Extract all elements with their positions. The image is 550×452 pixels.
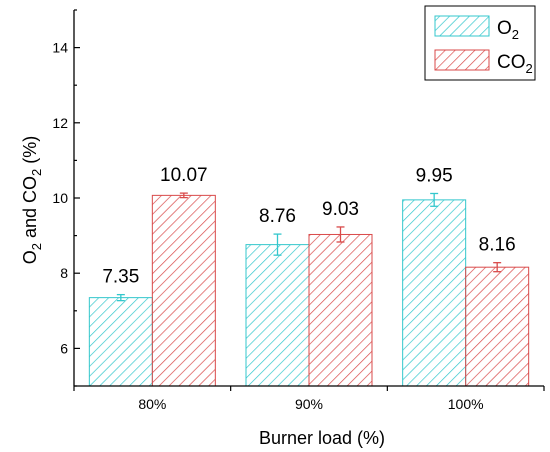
x-tick-label-1: 90% xyxy=(295,396,323,412)
data-label-o2-1: 8.76 xyxy=(259,206,296,227)
y-tick-label-6: 6 xyxy=(60,340,68,356)
bar-o2-0 xyxy=(88,297,153,387)
data-label-co2-2: 8.16 xyxy=(479,235,516,256)
legend-label-co2: CO2 xyxy=(497,52,533,76)
x-axis-title: Burner load (%) xyxy=(259,428,385,448)
y-tick-label-14: 14 xyxy=(52,40,68,56)
error-bar-co2-1 xyxy=(336,226,345,243)
legend-swatch-o2 xyxy=(434,15,490,37)
legend: O2 CO2 xyxy=(424,5,536,81)
legend-label-o2: O2 xyxy=(497,18,519,42)
y-tick-label-10: 10 xyxy=(52,190,68,206)
errorbars-layer xyxy=(116,192,502,302)
data-labels-layer: 7.35 10.07 8.76 9.03 9.95 8.16 xyxy=(102,165,515,288)
axes-layer: 6 8 10 12 14 80% 90% 100% xyxy=(52,9,545,412)
x-tick-label-0: 80% xyxy=(138,396,166,412)
y-tick-label-8: 8 xyxy=(60,265,68,281)
bar-co2-1 xyxy=(308,233,373,387)
error-bar-co2-0 xyxy=(179,192,188,199)
data-label-co2-1: 9.03 xyxy=(322,199,359,220)
bar-co2-0 xyxy=(151,194,216,387)
data-label-o2-0: 7.35 xyxy=(102,267,139,288)
data-label-o2-2: 9.95 xyxy=(416,165,453,186)
error-bar-o2-2 xyxy=(430,192,439,207)
y-tick-label-12: 12 xyxy=(52,115,68,131)
x-tick-label-2: 100% xyxy=(448,396,484,412)
bar-o2-2 xyxy=(402,199,467,387)
error-bar-o2-1 xyxy=(273,233,282,256)
y-axis-title: O2 and CO2 (%) xyxy=(20,136,44,265)
error-bar-co2-2 xyxy=(493,262,502,273)
bar-o2-1 xyxy=(245,244,310,387)
error-bar-o2-0 xyxy=(116,293,125,302)
legend-swatch-co2 xyxy=(434,49,490,71)
bar-co2-2 xyxy=(465,266,530,387)
data-label-co2-0: 10.07 xyxy=(160,165,208,186)
bars-layer xyxy=(88,194,530,387)
